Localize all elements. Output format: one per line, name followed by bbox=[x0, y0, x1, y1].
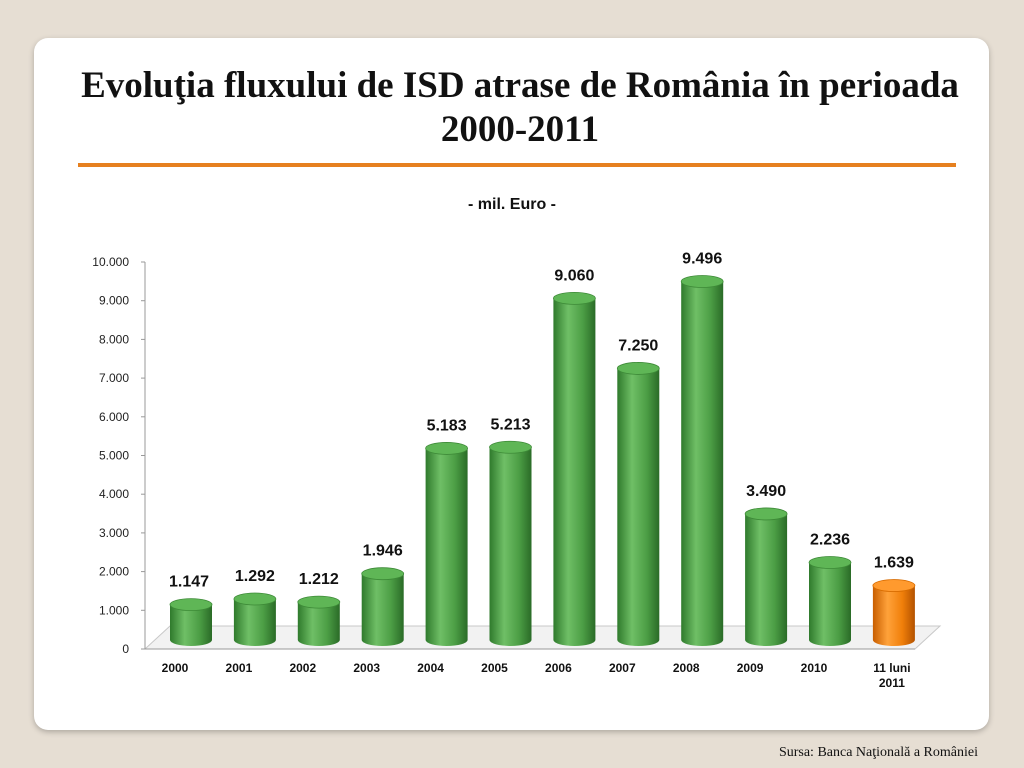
y-tick-label: 4.000 bbox=[99, 487, 129, 501]
data-label: 1.147 bbox=[169, 574, 209, 591]
chart-subtitle: - mil. Euro - bbox=[468, 196, 556, 213]
x-tick-label: 2007 bbox=[609, 661, 636, 675]
y-tick-label: 1.000 bbox=[99, 603, 129, 617]
y-tick-label: 9.000 bbox=[99, 294, 129, 308]
x-tick-label: 2008 bbox=[673, 661, 700, 675]
bar: 3.490 bbox=[744, 483, 788, 646]
bar-top bbox=[361, 567, 405, 581]
bar: 1.292 bbox=[233, 568, 277, 646]
bar: 1.147 bbox=[169, 574, 213, 646]
title-underline bbox=[78, 163, 956, 167]
y-tick-label: 7.000 bbox=[99, 371, 129, 385]
bar-top bbox=[553, 291, 596, 305]
chart-floor bbox=[143, 625, 942, 650]
bar-body bbox=[170, 604, 212, 646]
y-tick-label: 3.000 bbox=[99, 526, 129, 540]
bar: 1.639 bbox=[872, 555, 916, 646]
data-label: 7.250 bbox=[618, 337, 658, 354]
bar-body bbox=[361, 573, 404, 646]
bar: 9.060 bbox=[553, 267, 596, 646]
x-tick-label: 2001 bbox=[226, 661, 253, 675]
bar-top bbox=[297, 595, 341, 609]
slide-title: Evoluţia fluxului de ISD atrase de Român… bbox=[81, 65, 959, 150]
bar-body bbox=[489, 447, 532, 646]
bar: 2.236 bbox=[808, 531, 852, 646]
bar: 1.946 bbox=[361, 543, 405, 646]
bar-top bbox=[489, 440, 532, 454]
y-tick-label: 8.000 bbox=[99, 332, 129, 346]
y-tick-label: 0 bbox=[122, 642, 129, 656]
data-label: 5.213 bbox=[490, 416, 530, 433]
bar: 1.212 bbox=[297, 571, 341, 646]
bar-top bbox=[680, 275, 724, 288]
x-tick-label: 11 luni 2011 bbox=[873, 661, 910, 690]
bars-group: 1.147 1.292 1.212 1.946 5.183 5.213 9.060 7.250… bbox=[169, 251, 916, 646]
data-label: 1.292 bbox=[235, 568, 275, 585]
data-label: 1.639 bbox=[874, 555, 914, 572]
bar-body bbox=[681, 281, 724, 646]
bar-body bbox=[553, 298, 596, 646]
bar-top bbox=[744, 507, 788, 521]
source-note: Sursa: Banca Naţională a României bbox=[778, 745, 978, 760]
bar-body bbox=[425, 448, 468, 646]
x-tick-label: 2010 bbox=[801, 661, 828, 675]
bar: 9.496 bbox=[680, 251, 724, 646]
bar-body bbox=[809, 562, 851, 646]
data-label: 2.236 bbox=[810, 531, 850, 548]
bar-body bbox=[233, 598, 276, 646]
bar: 7.250 bbox=[616, 337, 660, 646]
bar-body bbox=[745, 513, 788, 646]
bar-top bbox=[233, 592, 277, 606]
bar-body bbox=[297, 602, 340, 646]
data-label: 1.212 bbox=[299, 571, 339, 588]
bar-body bbox=[617, 368, 660, 646]
data-label: 9.496 bbox=[682, 251, 722, 268]
x-tick-label: 2004 bbox=[417, 661, 444, 675]
y-axis: 0 1.000 2.000 3.000 4.000 5.000 6.000 7.000 8.00… bbox=[92, 255, 146, 656]
y-tick-label: 10.000 bbox=[92, 255, 129, 269]
bar-top bbox=[616, 362, 660, 375]
bar-top bbox=[872, 579, 916, 592]
bar-top bbox=[425, 442, 469, 455]
x-tick-label: 2000 bbox=[162, 661, 189, 675]
y-tick-label: 5.000 bbox=[99, 449, 129, 463]
data-label: 1.946 bbox=[363, 543, 403, 560]
data-label: 5.183 bbox=[427, 417, 467, 434]
x-tick-label: 2002 bbox=[289, 661, 316, 675]
bar-top bbox=[808, 556, 852, 569]
bar-body bbox=[872, 585, 915, 646]
x-tick-label: 2005 bbox=[481, 661, 508, 675]
x-tick-label: 2009 bbox=[737, 661, 764, 675]
x-tick-label: 2003 bbox=[353, 661, 380, 675]
bar-top bbox=[169, 598, 213, 612]
bar: 5.183 bbox=[425, 417, 469, 646]
y-tick-label: 6.000 bbox=[99, 410, 129, 424]
data-label: 3.490 bbox=[746, 483, 786, 500]
y-tick-label: 2.000 bbox=[99, 565, 129, 579]
x-tick-label: 2006 bbox=[545, 661, 572, 675]
x-axis: 2000 2001 2002 2003 2004 2005 2006 2007 2008 2009… bbox=[162, 661, 911, 690]
bar: 5.213 bbox=[489, 416, 532, 646]
data-label: 9.060 bbox=[554, 267, 594, 284]
